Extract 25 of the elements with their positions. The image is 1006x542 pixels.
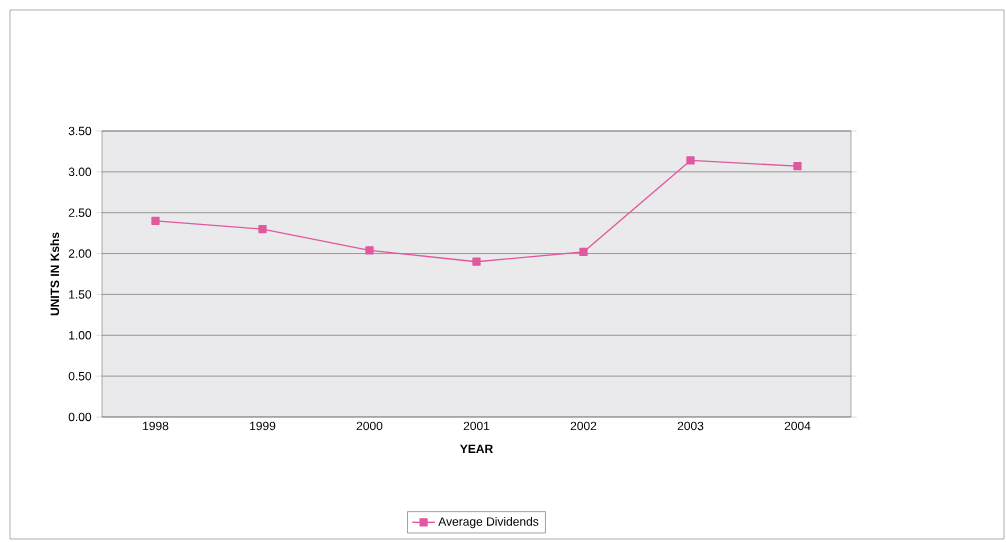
point — [472, 257, 481, 266]
y-tick-label: 1.00 — [69, 331, 92, 340]
x-tick-label: 2001 — [463, 421, 490, 431]
y-tick-label: 3.50 — [68, 126, 92, 136]
point — [258, 224, 267, 234]
y-tick-label: 1.50 — [69, 290, 92, 299]
x-tick-label: 2000 — [356, 421, 383, 431]
y-tick-label: 0.00 — [68, 412, 92, 422]
point — [151, 216, 160, 226]
y-tick-label: 3.00 — [68, 167, 92, 177]
x-tick-label: 2002 — [570, 421, 597, 431]
x-tick-label: 2004 — [784, 421, 811, 431]
y-axis-title: UNITS IN Kshs — [50, 232, 60, 316]
x-axis-title: YEAR — [460, 444, 493, 453]
y-tick-label: 2.00 — [68, 249, 92, 258]
x-tick-label: 2003 — [677, 421, 704, 431]
x-tick-label: 1998 — [143, 421, 169, 431]
y-tick-label: 2.50 — [68, 208, 92, 217]
point — [579, 247, 588, 257]
x-tick-label: 1999 — [250, 421, 276, 431]
point — [365, 246, 374, 255]
legend-label: Average Dividends — [438, 516, 539, 529]
y-tick-label: 0.50 — [68, 371, 92, 381]
point — [686, 156, 695, 165]
point — [793, 162, 802, 171]
